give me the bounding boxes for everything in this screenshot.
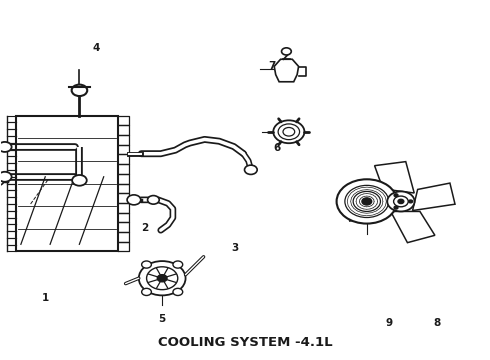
Circle shape xyxy=(273,120,304,143)
Circle shape xyxy=(409,200,413,203)
Circle shape xyxy=(387,192,415,211)
Circle shape xyxy=(393,196,408,207)
Circle shape xyxy=(173,288,183,296)
Circle shape xyxy=(337,179,397,224)
Text: 1: 1 xyxy=(42,293,49,303)
Circle shape xyxy=(0,172,12,182)
Circle shape xyxy=(142,288,151,296)
Text: 5: 5 xyxy=(159,314,166,324)
Text: 4: 4 xyxy=(93,43,100,53)
Circle shape xyxy=(394,194,398,197)
Polygon shape xyxy=(344,192,390,221)
Circle shape xyxy=(72,85,87,96)
Polygon shape xyxy=(413,183,455,211)
Bar xyxy=(16,116,118,251)
Text: 9: 9 xyxy=(385,318,392,328)
Text: 6: 6 xyxy=(273,143,280,153)
Circle shape xyxy=(147,195,159,204)
Text: 7: 7 xyxy=(268,61,275,71)
Circle shape xyxy=(282,48,291,55)
Text: 3: 3 xyxy=(232,243,239,253)
Circle shape xyxy=(283,127,294,136)
Text: 8: 8 xyxy=(434,318,441,328)
Circle shape xyxy=(72,175,87,186)
Circle shape xyxy=(173,261,183,268)
Circle shape xyxy=(139,261,186,296)
Circle shape xyxy=(394,206,398,209)
Polygon shape xyxy=(274,59,298,82)
Circle shape xyxy=(0,142,12,152)
Circle shape xyxy=(0,176,4,185)
Polygon shape xyxy=(374,162,414,193)
Circle shape xyxy=(142,261,151,268)
Polygon shape xyxy=(391,211,435,243)
Circle shape xyxy=(127,195,141,205)
Text: 2: 2 xyxy=(142,223,149,233)
Circle shape xyxy=(398,199,404,203)
Circle shape xyxy=(245,165,257,175)
Text: COOLING SYSTEM -4.1L: COOLING SYSTEM -4.1L xyxy=(158,336,332,349)
Circle shape xyxy=(157,275,167,282)
Circle shape xyxy=(362,198,372,205)
